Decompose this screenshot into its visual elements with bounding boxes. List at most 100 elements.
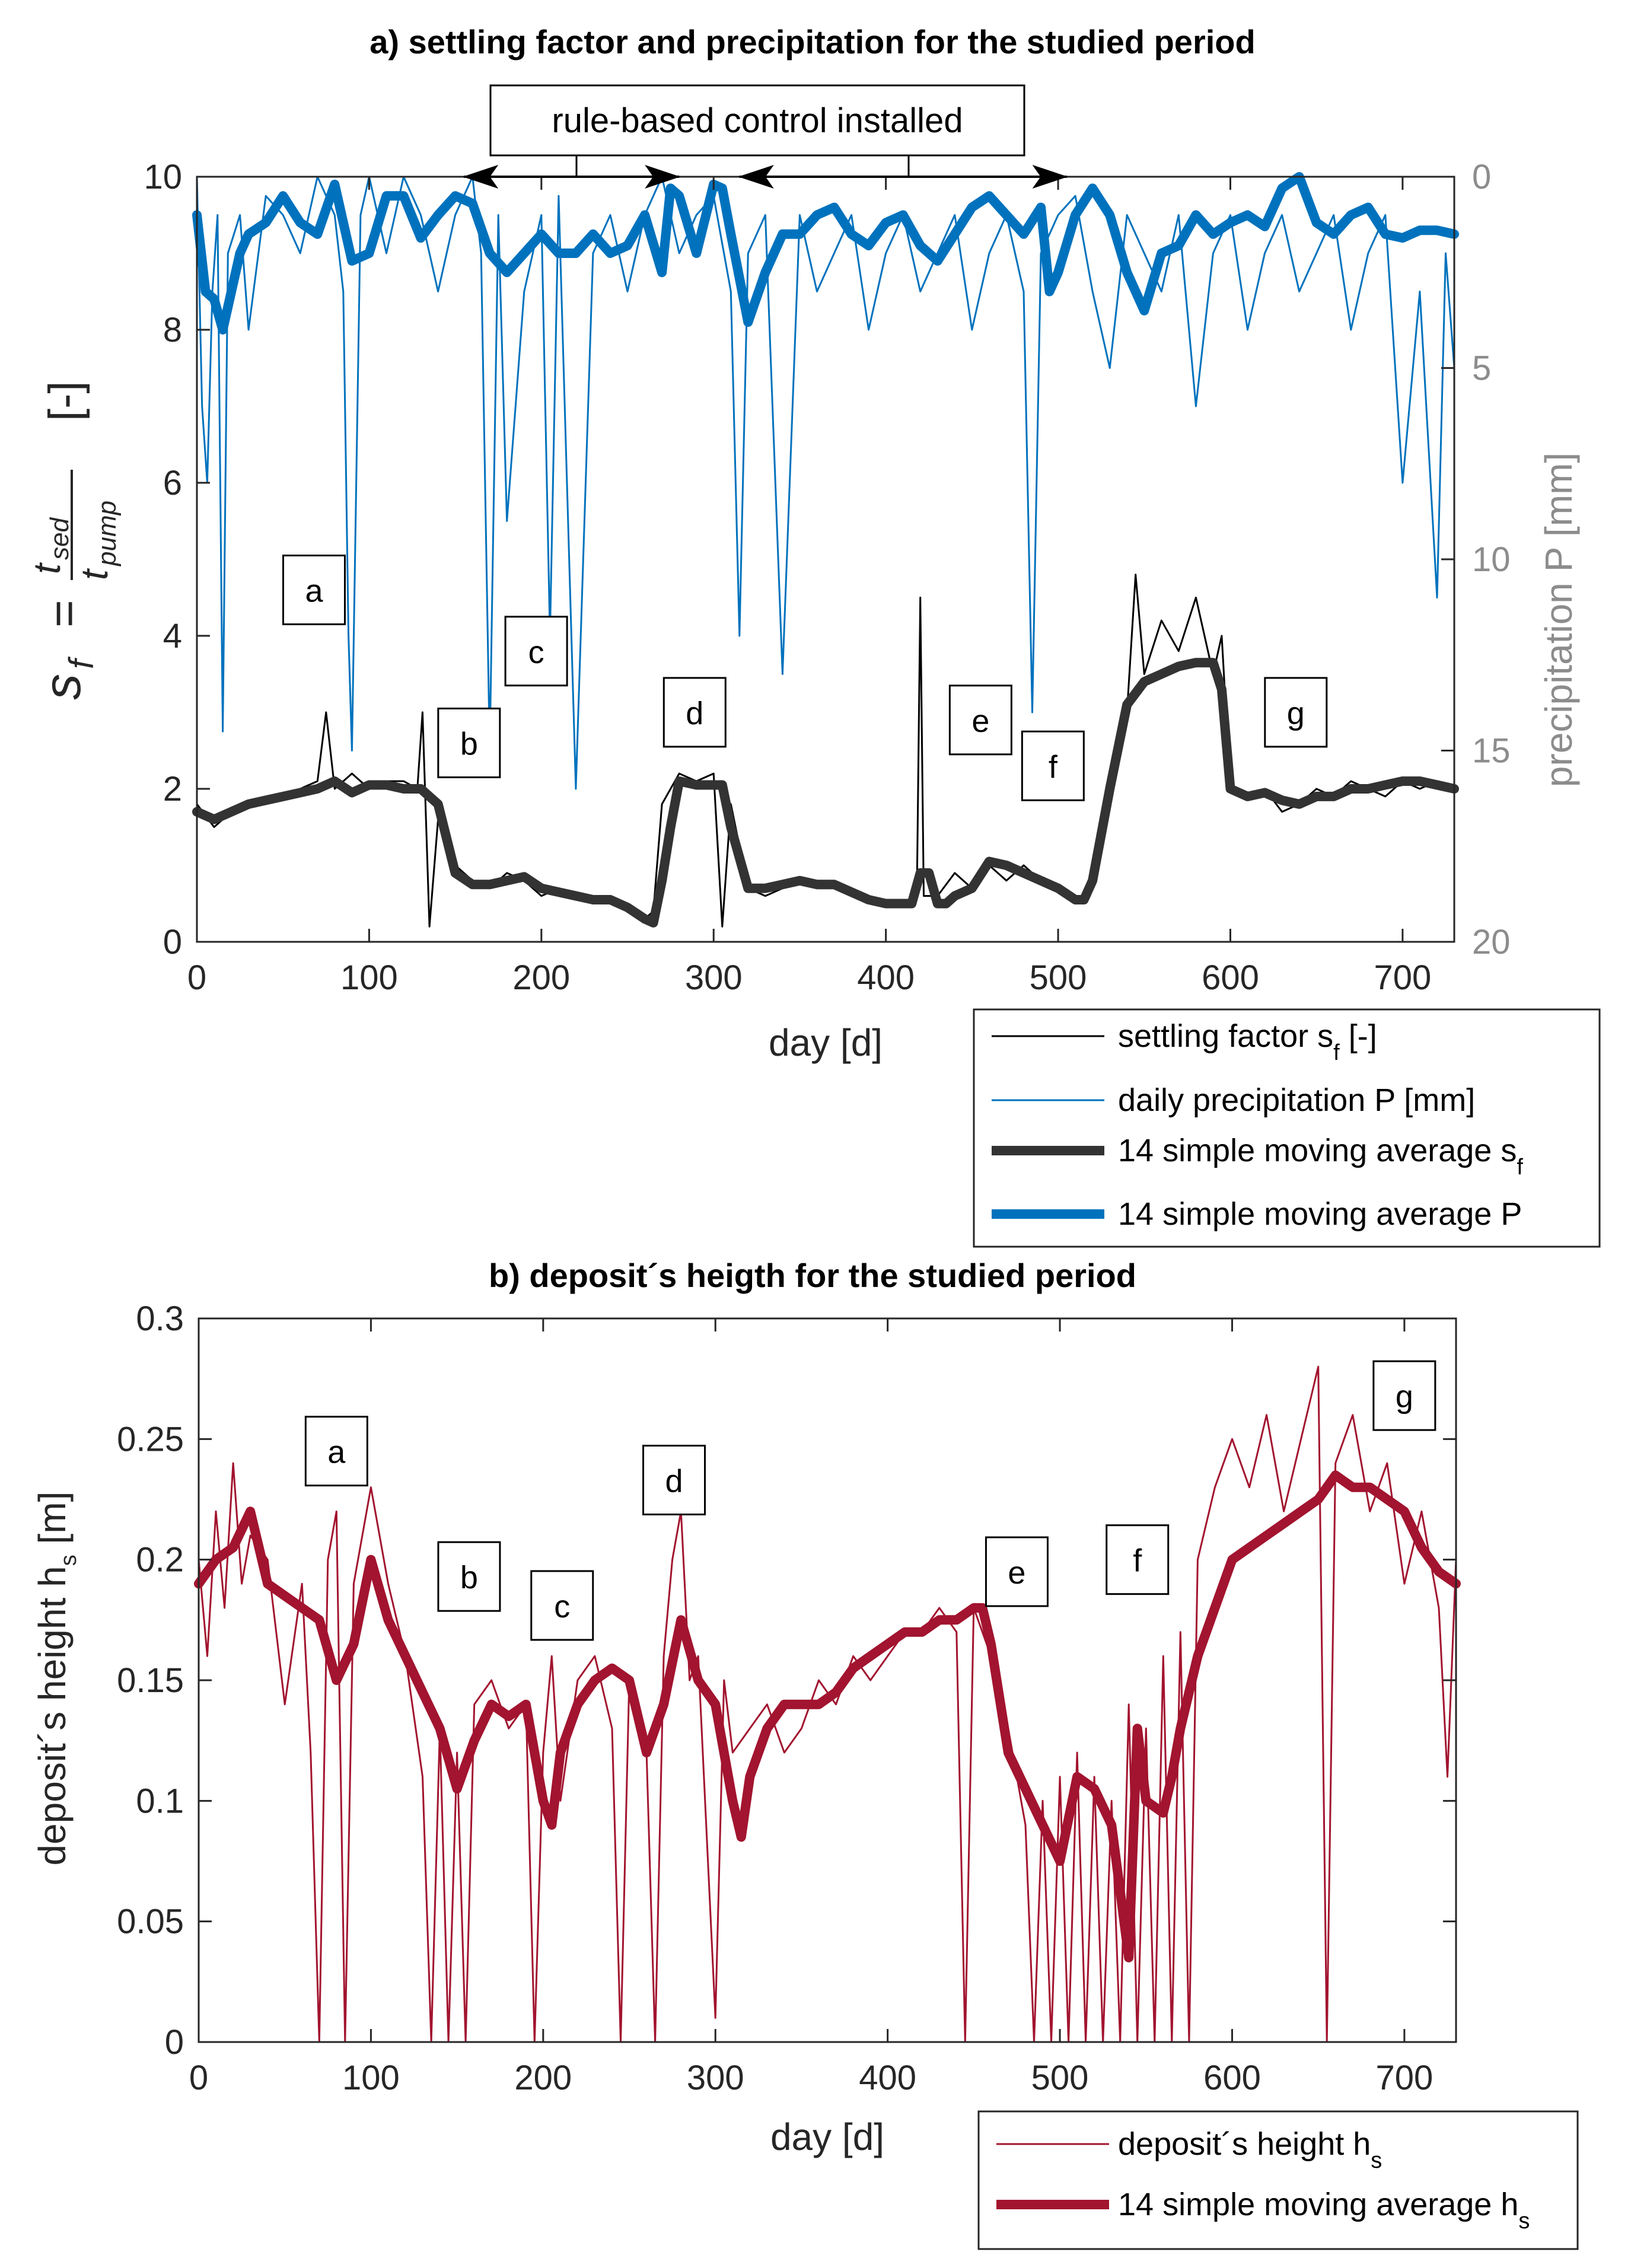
x-tick-label: 400 xyxy=(859,2059,916,2097)
series-line-14-simple-moving-average-s-f xyxy=(192,658,1459,928)
y-tick-label: 0.1 xyxy=(136,1782,184,1820)
y-tick-label-left: 4 xyxy=(163,617,182,655)
panel-b: b) deposit´s heigth for the studied peri… xyxy=(31,1257,1579,2250)
y-axis-label-right-a: precipitation P [mm] xyxy=(1537,453,1580,787)
region-box-g xyxy=(1264,677,1328,748)
fraction-numerator: t xyxy=(26,562,68,574)
y-tick-label: 0.05 xyxy=(117,1903,184,1941)
y-axis-label-b-main: deposit´s height h xyxy=(31,1566,74,1865)
region-box-b xyxy=(437,1541,501,1612)
legend-b: deposit´s height hs 14 simple moving aver… xyxy=(977,2110,1579,2250)
panel-b-series xyxy=(194,1365,1461,2043)
region-label-c: c xyxy=(554,1589,570,1624)
sf-symbol: s xyxy=(33,674,91,700)
denominator-subscript: pump xyxy=(93,501,122,567)
y-tick-label-right: 10 xyxy=(1472,540,1511,579)
legend-a-label-2: daily precipitation P [mm] xyxy=(1118,1082,1475,1118)
series-line-14-simple-moving-average-p xyxy=(192,172,1459,335)
y-tick-label-right: 5 xyxy=(1472,349,1491,388)
region-box-e xyxy=(948,684,1012,756)
region-label-c: c xyxy=(528,635,544,670)
region-label-a: a xyxy=(327,1435,346,1470)
control-annotation-box xyxy=(489,84,1025,157)
y-axis-label-b-unit: [m] xyxy=(31,1492,74,1555)
x-tick-label: 500 xyxy=(1031,2059,1089,2097)
y-tick-label: 0.25 xyxy=(117,1420,184,1458)
region-box-d xyxy=(642,1444,706,1515)
x-tick-label: 200 xyxy=(514,2059,572,2097)
fraction-denominator: t xyxy=(73,568,116,580)
x-tick-label: 400 xyxy=(857,958,915,997)
panel-b-region-labels: a b c d e f g xyxy=(304,1360,1436,1641)
region-box-e xyxy=(985,1536,1049,1607)
region-label-e: e xyxy=(971,703,989,739)
numerator-subscript: sed xyxy=(45,517,74,560)
series-line-deposit-s-height-h-s xyxy=(197,1365,1457,2043)
legend-a-box xyxy=(973,1008,1601,1248)
y-axis-label-b-subscript: s xyxy=(56,1555,81,1566)
x-tick-label: 300 xyxy=(687,2059,744,2097)
region-box-g xyxy=(1372,1360,1436,1431)
y-tick-label: 0.15 xyxy=(117,1661,184,1700)
region-label-g: g xyxy=(1396,1379,1413,1415)
region-box-c xyxy=(504,616,568,687)
region-box-f xyxy=(1021,730,1085,801)
y-tick-label: 0.2 xyxy=(136,1541,184,1579)
y-tick-label-left: 0 xyxy=(163,923,182,961)
control-arrows xyxy=(463,155,1068,189)
region-label-f: f xyxy=(1049,749,1058,785)
x-tick-label: 700 xyxy=(1374,958,1431,997)
y-tick-label-left: 2 xyxy=(163,770,182,808)
series-line-daily-precipitation-p-mm- xyxy=(196,176,1455,790)
y-tick-label: 0 xyxy=(165,2023,184,2062)
x-tick-label: 600 xyxy=(1203,2059,1261,2097)
series-line-14-simple-moving-average-h-s xyxy=(194,1470,1461,1963)
legend-a-label-3: 14 simple moving average sf xyxy=(1118,1133,1523,1180)
region-label-b: b xyxy=(460,727,478,762)
x-tick-label: 500 xyxy=(1030,958,1087,997)
x-tick-label: 0 xyxy=(187,958,206,997)
x-tick-label: 0 xyxy=(189,2059,208,2097)
x-tick-label: 100 xyxy=(340,958,398,997)
legend-a-label-4: 14 simple moving average P xyxy=(1118,1196,1522,1232)
chart-title-b: b) deposit´s heigth for the studied peri… xyxy=(489,1257,1136,1294)
region-label-f: f xyxy=(1133,1543,1142,1579)
region-box-d xyxy=(662,677,727,748)
region-label-a: a xyxy=(305,574,323,609)
region-box-f xyxy=(1106,1524,1170,1595)
left-unit: [-] xyxy=(40,381,90,421)
legend-a: settling factor sf [-] daily precipitatio… xyxy=(973,1008,1601,1248)
panel-b-ticks: 0 100 200 300 400 500 600 700 0 0.05 0.1 0.15 0.2 0.2… xyxy=(117,1299,1456,2097)
legend-a-label-1: settling factor sf [-] xyxy=(1118,1018,1377,1065)
panel-a-region-labels: a b c d e f g xyxy=(282,555,1328,801)
region-label-g: g xyxy=(1287,696,1305,731)
y-tick-label-left: 6 xyxy=(163,464,182,502)
region-label-b: b xyxy=(460,1560,478,1595)
panel-a: a) settling factor and precipitation for… xyxy=(26,23,1601,1248)
legend-b-label-1: deposit´s height hs xyxy=(1118,2126,1382,2173)
y-tick-label-right: 0 xyxy=(1472,158,1491,196)
x-axis-label-a: day [d] xyxy=(769,1021,883,1064)
panel-a-series xyxy=(192,172,1459,928)
region-box-a xyxy=(304,1416,368,1487)
region-label-d: d xyxy=(686,696,703,731)
y-tick-label-right: 15 xyxy=(1472,732,1511,770)
legend-b-label-2: 14 simple moving average hs xyxy=(1118,2187,1530,2234)
x-tick-label: 200 xyxy=(512,958,570,997)
y-axis-label-b: deposit´s height hs [m] xyxy=(31,1492,81,1866)
region-label-d: d xyxy=(665,1463,683,1499)
y-tick-label-left: 10 xyxy=(144,158,182,196)
y-tick-label-left: 8 xyxy=(163,311,182,349)
control-annotation-text: rule-based control installed xyxy=(552,101,963,140)
region-box-b xyxy=(437,708,501,779)
region-box-a xyxy=(282,555,346,626)
y-tick-label-right: 20 xyxy=(1472,923,1511,961)
y-tick-label: 0.3 xyxy=(136,1299,184,1338)
x-axis-label-b: day [d] xyxy=(770,2116,884,2158)
equals-sign: = xyxy=(37,600,90,627)
legend-b-box xyxy=(977,2110,1579,2250)
region-label-e: e xyxy=(1008,1555,1025,1591)
chart-title-a: a) settling factor and precipitation for… xyxy=(369,23,1255,60)
